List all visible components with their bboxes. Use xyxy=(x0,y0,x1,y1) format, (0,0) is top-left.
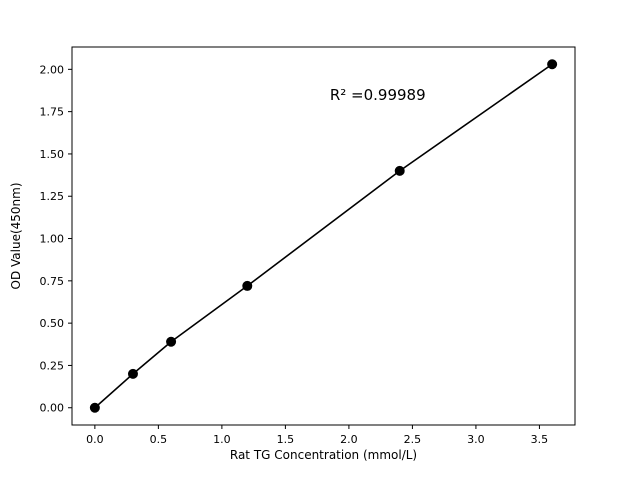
y-tick-label: 1.50 xyxy=(40,148,65,161)
y-axis-label: OD Value(450nm) xyxy=(9,182,23,289)
data-point xyxy=(547,59,558,70)
y-tick-label: 1.75 xyxy=(40,106,65,119)
data-point xyxy=(242,280,253,291)
data-point xyxy=(166,336,177,347)
data-point xyxy=(394,165,405,176)
data-line xyxy=(94,63,553,409)
axes-spines xyxy=(71,46,576,426)
x-tick-label: 2.5 xyxy=(404,433,422,446)
x-tick-label: 2.0 xyxy=(340,433,358,446)
y-tick-label: 0.25 xyxy=(40,359,65,372)
x-axis-label: Rat TG Concentration (mmol/L) xyxy=(230,448,417,462)
y-tick-label: 1.25 xyxy=(40,190,65,203)
y-tick-label: 0.75 xyxy=(40,275,65,288)
x-tick-label: 1.0 xyxy=(213,433,231,446)
x-tick-label: 0.5 xyxy=(150,433,168,446)
x-tick-label: 1.5 xyxy=(277,433,295,446)
r-squared-annotation: R² =0.99989 xyxy=(330,86,426,104)
y-tick-label: 0.00 xyxy=(40,402,65,415)
y-tick-label: 2.00 xyxy=(40,63,65,76)
data-point xyxy=(127,368,138,379)
y-tick-label: 1.00 xyxy=(40,233,65,246)
x-tick-label: 3.5 xyxy=(531,433,549,446)
plot-area: 0.0 0.5 1.0 1.5 2.0 2.5 3.0 3.5 0.00 0.25 0.50 0.75… xyxy=(40,46,576,446)
y-tick-label: 0.50 xyxy=(40,317,65,330)
x-tick-label: 3.0 xyxy=(467,433,485,446)
x-tick-label: 0.0 xyxy=(86,433,104,446)
data-point xyxy=(89,402,100,413)
